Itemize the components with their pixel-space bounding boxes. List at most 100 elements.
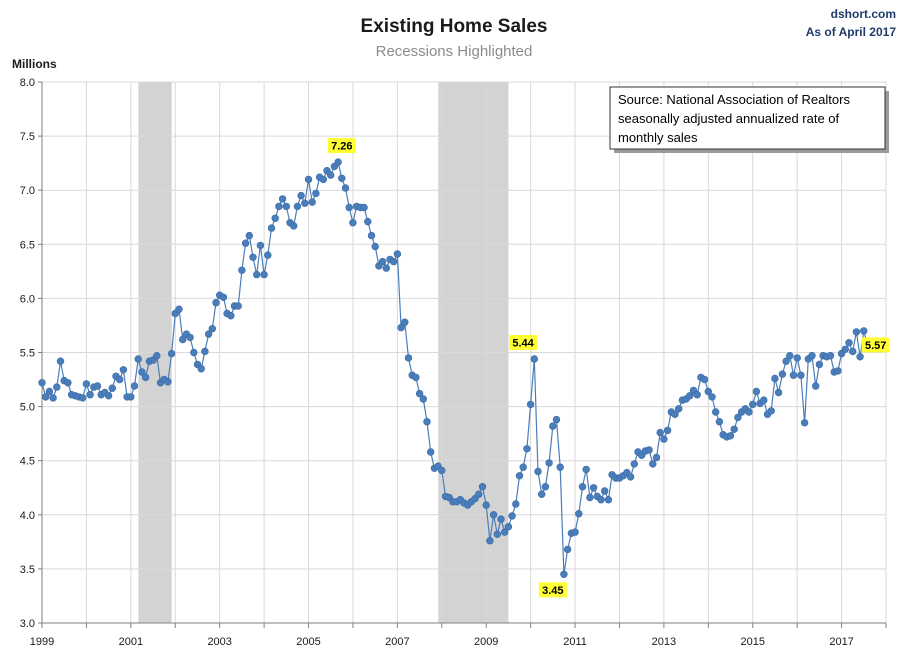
data-point xyxy=(415,389,424,398)
data-point xyxy=(219,293,228,301)
data-point xyxy=(730,425,738,433)
data-point xyxy=(789,371,798,379)
x-tick-label: 2005 xyxy=(296,636,320,648)
data-point xyxy=(197,365,205,373)
data-point xyxy=(119,366,128,374)
data-point xyxy=(663,426,672,435)
data-point xyxy=(308,198,316,206)
data-point xyxy=(515,472,524,480)
data-point xyxy=(519,463,527,471)
data-point xyxy=(523,445,531,453)
data-point xyxy=(427,448,435,456)
data-point xyxy=(271,214,279,223)
data-point xyxy=(852,328,861,336)
data-point xyxy=(367,231,376,240)
y-tick-label: 7.0 xyxy=(20,185,35,197)
y-tick-label: 6.5 xyxy=(20,239,35,251)
data-point xyxy=(745,408,753,416)
data-point xyxy=(575,510,583,518)
data-point xyxy=(489,511,498,519)
data-point xyxy=(782,357,790,365)
data-point xyxy=(512,500,520,508)
data-point xyxy=(56,357,65,365)
data-point xyxy=(190,348,198,357)
annotation-box xyxy=(861,337,890,353)
x-tick-label: 2011 xyxy=(563,636,587,648)
data-point xyxy=(341,184,350,192)
data-point xyxy=(711,408,720,416)
data-point xyxy=(167,349,176,358)
data-point xyxy=(815,360,824,369)
data-point xyxy=(212,299,220,307)
data-point xyxy=(508,512,516,520)
data-point xyxy=(649,460,657,468)
data-point xyxy=(493,530,501,538)
data-point xyxy=(734,413,742,422)
data-point xyxy=(808,352,816,360)
data-point xyxy=(552,415,561,424)
data-point xyxy=(530,355,538,363)
x-tick-label: 2003 xyxy=(207,636,231,648)
y-tick-label: 6.0 xyxy=(20,293,35,305)
data-point xyxy=(541,483,550,491)
data-point xyxy=(760,396,768,404)
data-point xyxy=(556,463,564,471)
data-point xyxy=(134,355,142,363)
data-point xyxy=(671,410,679,418)
data-point xyxy=(438,466,446,475)
data-point xyxy=(360,203,368,212)
source-line-3: monthly sales xyxy=(618,130,698,145)
data-point xyxy=(297,191,305,200)
data-point xyxy=(841,345,849,353)
data-point xyxy=(475,490,483,498)
data-point xyxy=(141,373,150,382)
data-point xyxy=(630,460,638,468)
x-tick-label: 1999 xyxy=(30,636,54,648)
data-point xyxy=(412,373,420,382)
y-tick-label: 7.5 xyxy=(20,131,35,143)
data-point xyxy=(204,330,213,338)
data-point xyxy=(93,382,102,390)
annotation-callout: 5.57 xyxy=(861,337,890,353)
data-point xyxy=(771,374,779,383)
data-point xyxy=(586,493,594,502)
data-point xyxy=(486,537,494,545)
data-point xyxy=(49,394,57,402)
plot-area: 3.0 3.5 4.0 4.5 5.0 5.5 6.0 6.5 7.0 7.5 8.0 1999 200… xyxy=(20,77,890,648)
chart-subtitle: Recessions Highlighted xyxy=(376,43,533,60)
data-point xyxy=(241,239,250,247)
data-point xyxy=(686,392,694,400)
data-point xyxy=(275,202,283,211)
data-point xyxy=(497,515,505,523)
data-point xyxy=(245,231,254,240)
data-point xyxy=(534,467,542,476)
data-point xyxy=(130,382,139,390)
chart-title: Existing Home Sales xyxy=(361,16,548,37)
data-point xyxy=(41,393,50,401)
data-point xyxy=(856,353,864,361)
data-point xyxy=(604,496,613,504)
credit-date: As of April 2017 xyxy=(806,25,897,39)
data-point xyxy=(127,393,135,401)
data-point xyxy=(748,400,757,409)
annotation-label: 3.45 xyxy=(542,585,563,597)
data-point xyxy=(249,253,257,261)
data-point xyxy=(800,419,809,427)
data-point xyxy=(278,195,287,203)
data-point xyxy=(571,528,579,536)
data-point xyxy=(778,370,787,378)
annotation-callout: 7.26 xyxy=(327,138,356,154)
data-point xyxy=(327,171,335,179)
x-tick-label: 2013 xyxy=(652,636,676,648)
annotation-label: 5.44 xyxy=(512,337,534,349)
data-point xyxy=(186,333,194,342)
annotation-label: 5.57 xyxy=(865,340,886,352)
data-point xyxy=(401,318,409,326)
data-point xyxy=(704,387,712,396)
data-point xyxy=(397,323,405,332)
data-point xyxy=(312,189,320,198)
data-point xyxy=(390,257,398,266)
data-point xyxy=(600,487,609,495)
data-point xyxy=(293,202,302,211)
